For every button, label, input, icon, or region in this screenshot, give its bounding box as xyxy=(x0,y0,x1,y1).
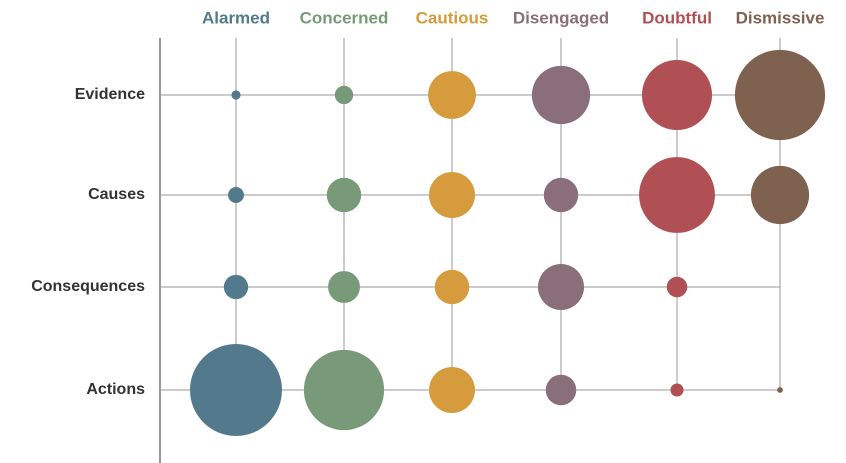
column-label: Doubtful xyxy=(642,8,712,27)
bubble xyxy=(777,387,783,393)
bubble xyxy=(434,269,470,305)
bubble xyxy=(328,271,360,303)
bubble xyxy=(538,264,584,310)
column-label: Cautious xyxy=(416,8,489,27)
bubble xyxy=(231,90,241,100)
column-label: Alarmed xyxy=(202,8,270,27)
bubble xyxy=(641,59,713,131)
column-label: Dismissive xyxy=(736,8,825,27)
bubble xyxy=(223,274,249,300)
column-label: Concerned xyxy=(300,8,389,27)
bubble xyxy=(670,383,684,397)
bubble xyxy=(750,165,810,225)
bubble xyxy=(545,374,577,406)
row-label: Evidence xyxy=(75,86,145,103)
bubble xyxy=(428,71,476,119)
column-label: Disengaged xyxy=(513,8,609,27)
bubble xyxy=(190,344,282,436)
bubble xyxy=(531,65,591,125)
bubble xyxy=(303,349,385,431)
bubble xyxy=(334,85,354,105)
bubble xyxy=(666,276,688,298)
bubble xyxy=(734,49,826,141)
bubble xyxy=(543,177,579,213)
bubble xyxy=(429,367,475,413)
row-label: Consequences xyxy=(31,278,145,295)
bubble xyxy=(429,172,475,218)
bubble xyxy=(639,157,715,233)
bubble xyxy=(228,187,244,203)
row-label: Actions xyxy=(86,381,145,398)
bubble xyxy=(326,177,362,213)
row-label: Causes xyxy=(88,186,145,203)
